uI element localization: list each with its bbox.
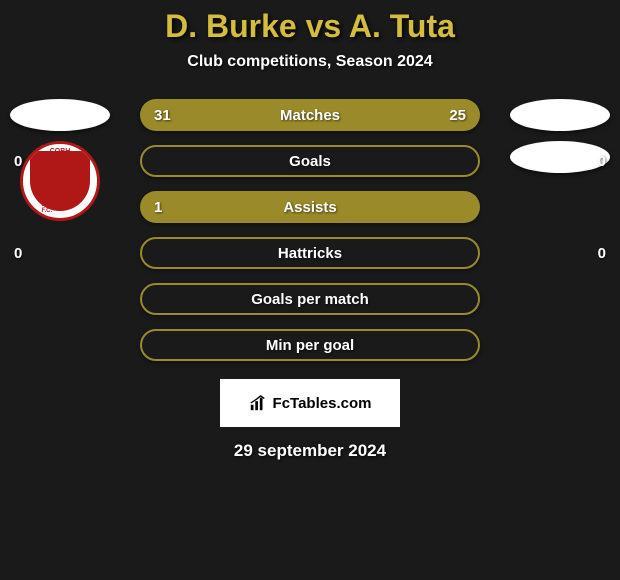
stat-right-value: 0: [598, 153, 606, 170]
player-right-placeholder: [510, 99, 610, 131]
stat-row-hattricks: 0 Hattricks 0: [140, 237, 480, 269]
stats-column: 31 Matches 25 0 Goals 0 1 Assists 0 Hatt…: [140, 99, 480, 361]
page-title: D. Burke vs A. Tuta: [165, 8, 455, 45]
stat-label: Min per goal: [266, 337, 354, 354]
crest-text-bottom: RAMBLERS F.C.: [42, 202, 79, 214]
stat-left-value: 31: [154, 107, 171, 124]
comparison-infographic: D. Burke vs A. Tuta Club competitions, S…: [0, 0, 620, 580]
club-right-placeholder: [510, 141, 610, 173]
left-player-badges: COBH RAMBLERS F.C.: [10, 99, 110, 221]
branding-box: FcTables.com: [220, 379, 400, 427]
stat-label: Hattricks: [278, 245, 342, 262]
stat-label: Goals per match: [251, 291, 369, 308]
stat-row-matches: 31 Matches 25: [140, 99, 480, 131]
stat-left-value: 1: [154, 199, 162, 216]
stat-left-value: 0: [14, 245, 22, 262]
stat-right-value: 0: [598, 245, 606, 262]
stat-row-goals: 0 Goals 0: [140, 145, 480, 177]
stat-right-value: 25: [449, 107, 466, 124]
stat-left-value: 0: [14, 153, 22, 170]
stat-label: Goals: [289, 153, 331, 170]
chart-icon: [249, 394, 267, 412]
club-crest-left: COBH RAMBLERS F.C.: [20, 141, 100, 221]
stat-row-min-per-goal: Min per goal: [140, 329, 480, 361]
subtitle: Club competitions, Season 2024: [187, 53, 432, 71]
branding-label: FcTables.com: [273, 395, 372, 412]
stat-row-assists: 1 Assists: [140, 191, 480, 223]
stat-label: Matches: [280, 107, 340, 124]
stats-wrapper: COBH RAMBLERS F.C. 31 Matches 25 0 Goals…: [0, 99, 620, 361]
player-left-placeholder: [10, 99, 110, 131]
date-text: 29 september 2024: [234, 441, 386, 461]
stat-label: Assists: [283, 199, 336, 216]
stat-row-goals-per-match: Goals per match: [140, 283, 480, 315]
right-player-badges: [510, 99, 610, 173]
